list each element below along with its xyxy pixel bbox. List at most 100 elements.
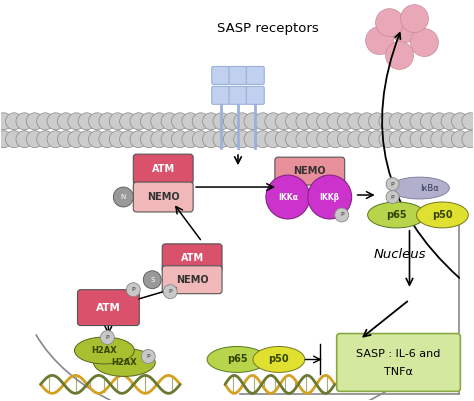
Text: IKKβ: IKKβ [319,192,340,202]
Circle shape [285,131,302,148]
Circle shape [400,113,417,130]
Circle shape [265,113,282,130]
Circle shape [109,131,126,148]
Circle shape [386,178,399,190]
Text: H2AX: H2AX [111,358,137,367]
FancyBboxPatch shape [162,266,222,294]
Circle shape [0,131,12,148]
Circle shape [265,131,282,148]
Circle shape [78,131,95,148]
Text: TNFα: TNFα [384,367,413,377]
Circle shape [89,131,106,148]
Circle shape [57,131,74,148]
FancyBboxPatch shape [337,334,460,391]
Circle shape [172,131,189,148]
Circle shape [451,113,468,130]
Circle shape [78,113,95,130]
Text: NEMO: NEMO [293,166,326,176]
Circle shape [317,131,334,148]
Circle shape [0,113,12,130]
Circle shape [202,113,219,130]
Circle shape [140,113,157,130]
Circle shape [358,113,375,130]
Circle shape [368,131,385,148]
Circle shape [335,208,349,222]
Circle shape [47,113,64,130]
Circle shape [255,113,272,130]
Circle shape [192,131,209,148]
Circle shape [431,113,447,130]
Circle shape [391,15,419,43]
Text: S: S [150,277,155,283]
Circle shape [163,285,177,299]
FancyBboxPatch shape [212,67,230,84]
Circle shape [379,113,396,130]
Circle shape [192,113,209,130]
Text: SASP receptors: SASP receptors [217,22,319,35]
Text: P: P [391,194,394,200]
Text: P: P [131,287,135,292]
Circle shape [358,131,375,148]
Circle shape [379,131,396,148]
Circle shape [385,42,413,69]
Text: p65: p65 [227,354,247,365]
Circle shape [119,131,137,148]
FancyBboxPatch shape [162,244,222,272]
Circle shape [36,113,54,130]
Text: ATM: ATM [96,303,121,313]
Circle shape [266,175,310,219]
Circle shape [130,131,147,148]
Circle shape [223,113,240,130]
Circle shape [99,113,116,130]
Ellipse shape [253,346,305,373]
Ellipse shape [390,177,449,199]
Circle shape [375,9,403,36]
FancyBboxPatch shape [229,67,247,84]
Circle shape [234,131,251,148]
Text: P: P [391,182,394,186]
FancyBboxPatch shape [246,67,264,84]
FancyBboxPatch shape [229,86,247,104]
Circle shape [47,131,64,148]
Text: IKKα: IKKα [278,192,298,202]
Circle shape [451,131,468,148]
Circle shape [462,113,474,130]
Text: ATM: ATM [152,164,175,174]
Circle shape [6,131,23,148]
Circle shape [420,131,438,148]
Circle shape [113,187,133,207]
Circle shape [16,113,33,130]
Text: IκBα: IκBα [420,184,439,192]
FancyBboxPatch shape [77,290,139,326]
Text: H2AX: H2AX [91,346,117,355]
Text: P: P [146,354,150,359]
Circle shape [410,113,427,130]
Circle shape [348,113,365,130]
Circle shape [337,113,355,130]
Circle shape [213,113,230,130]
Circle shape [365,26,393,55]
Circle shape [161,131,178,148]
Text: NEMO: NEMO [147,192,180,202]
Text: Nucleus: Nucleus [373,248,426,261]
Circle shape [400,131,417,148]
Ellipse shape [368,202,426,228]
Ellipse shape [93,348,155,377]
Circle shape [389,113,406,130]
Circle shape [99,131,116,148]
Circle shape [386,190,399,203]
Circle shape [420,113,438,130]
Circle shape [285,113,302,130]
Circle shape [16,131,33,148]
Circle shape [337,131,355,148]
Circle shape [68,113,85,130]
Circle shape [389,131,406,148]
Circle shape [275,131,292,148]
Circle shape [244,131,261,148]
Circle shape [410,28,438,57]
Circle shape [6,113,23,130]
Circle shape [275,113,292,130]
FancyBboxPatch shape [133,154,193,184]
Circle shape [441,131,458,148]
Circle shape [296,131,313,148]
